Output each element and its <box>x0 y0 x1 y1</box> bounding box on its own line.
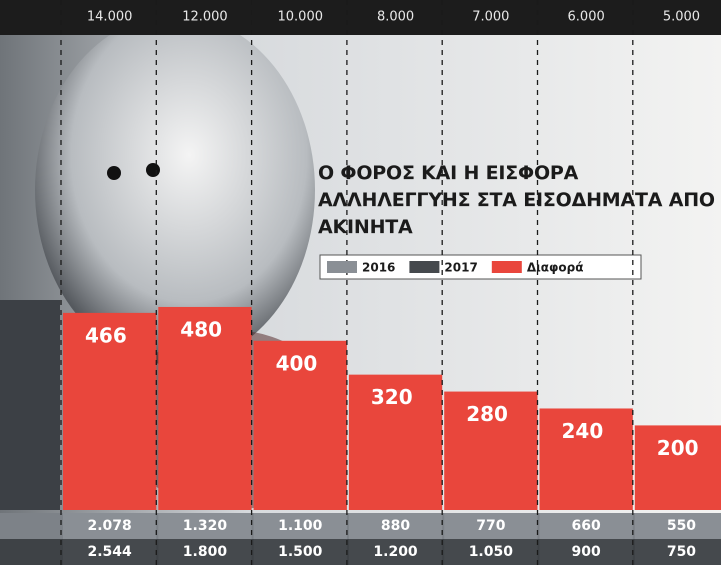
table-cell <box>444 539 538 565</box>
table-cell <box>444 513 538 539</box>
table-value: 1.100 <box>278 518 323 534</box>
table-cell <box>634 539 721 565</box>
bar <box>634 425 721 510</box>
table-value: 770 <box>476 518 505 534</box>
table-cell <box>158 539 252 565</box>
photo-dot <box>107 166 121 180</box>
x-tick-label: 14.000 <box>87 10 133 25</box>
table-value: 750 <box>667 544 696 560</box>
table-value: 880 <box>381 518 410 534</box>
table-value: 1.800 <box>183 544 228 560</box>
x-tick-label: 5.000 <box>663 10 700 25</box>
legend-label: 2017 <box>444 261 477 275</box>
table-value: 660 <box>572 518 601 534</box>
bar <box>348 374 443 510</box>
bar-value-label: 320 <box>371 385 413 409</box>
bar-value-label: 240 <box>562 419 604 443</box>
table-cell <box>253 513 347 539</box>
x-tick-label: 6.000 <box>568 10 605 25</box>
x-tick-label: 7.000 <box>472 10 509 25</box>
bar-value-label: 400 <box>276 351 318 375</box>
bar <box>253 340 347 510</box>
bar-value-label: 466 <box>85 323 127 347</box>
table-cell <box>539 539 633 565</box>
table-value: 1.320 <box>183 518 228 534</box>
table-cell <box>539 513 633 539</box>
x-tick-label: 8.000 <box>377 10 414 25</box>
bar-value-label: 200 <box>657 436 699 460</box>
photo-shape <box>35 15 315 365</box>
legend-label: 2016 <box>362 261 395 275</box>
top-band <box>0 0 721 35</box>
table-value: 1.050 <box>469 544 514 560</box>
table-cell <box>63 513 157 539</box>
table-value: 2.544 <box>88 544 133 560</box>
legend-label: Διαφορά <box>527 261 584 275</box>
legend-box <box>319 254 642 280</box>
bar-value-label: 280 <box>466 402 508 426</box>
table-cell <box>348 513 443 539</box>
legend-swatch <box>491 261 522 273</box>
photo-dark <box>0 300 60 510</box>
bar <box>444 391 538 510</box>
chart-title: Ο ΦΟΡΟΣ ΚΑΙ Η ΕΙΣΦΟΡΑ ΑΛΛΗΛΕΓΓΥΗΣ ΣΤΑ ΕΙ… <box>318 162 715 238</box>
photo-dot <box>146 163 160 177</box>
bar <box>63 312 157 510</box>
x-tick-label: 12.000 <box>182 10 228 25</box>
table-value: 2.078 <box>88 518 132 534</box>
bar <box>539 408 633 510</box>
table-value: 900 <box>572 544 601 560</box>
table-cell <box>158 513 252 539</box>
x-tick-label: 10.000 <box>278 10 324 25</box>
table-cell <box>253 539 347 565</box>
legend-swatch <box>327 261 357 273</box>
table-cell <box>348 539 443 565</box>
bar <box>158 306 252 510</box>
table-value: 550 <box>667 518 696 534</box>
bar-value-label: 480 <box>180 317 222 341</box>
table-cell <box>634 513 721 539</box>
table-value: 1.500 <box>278 544 323 560</box>
table-value: 1.200 <box>373 544 418 560</box>
legend-swatch <box>409 261 440 273</box>
table-cell <box>63 539 157 565</box>
